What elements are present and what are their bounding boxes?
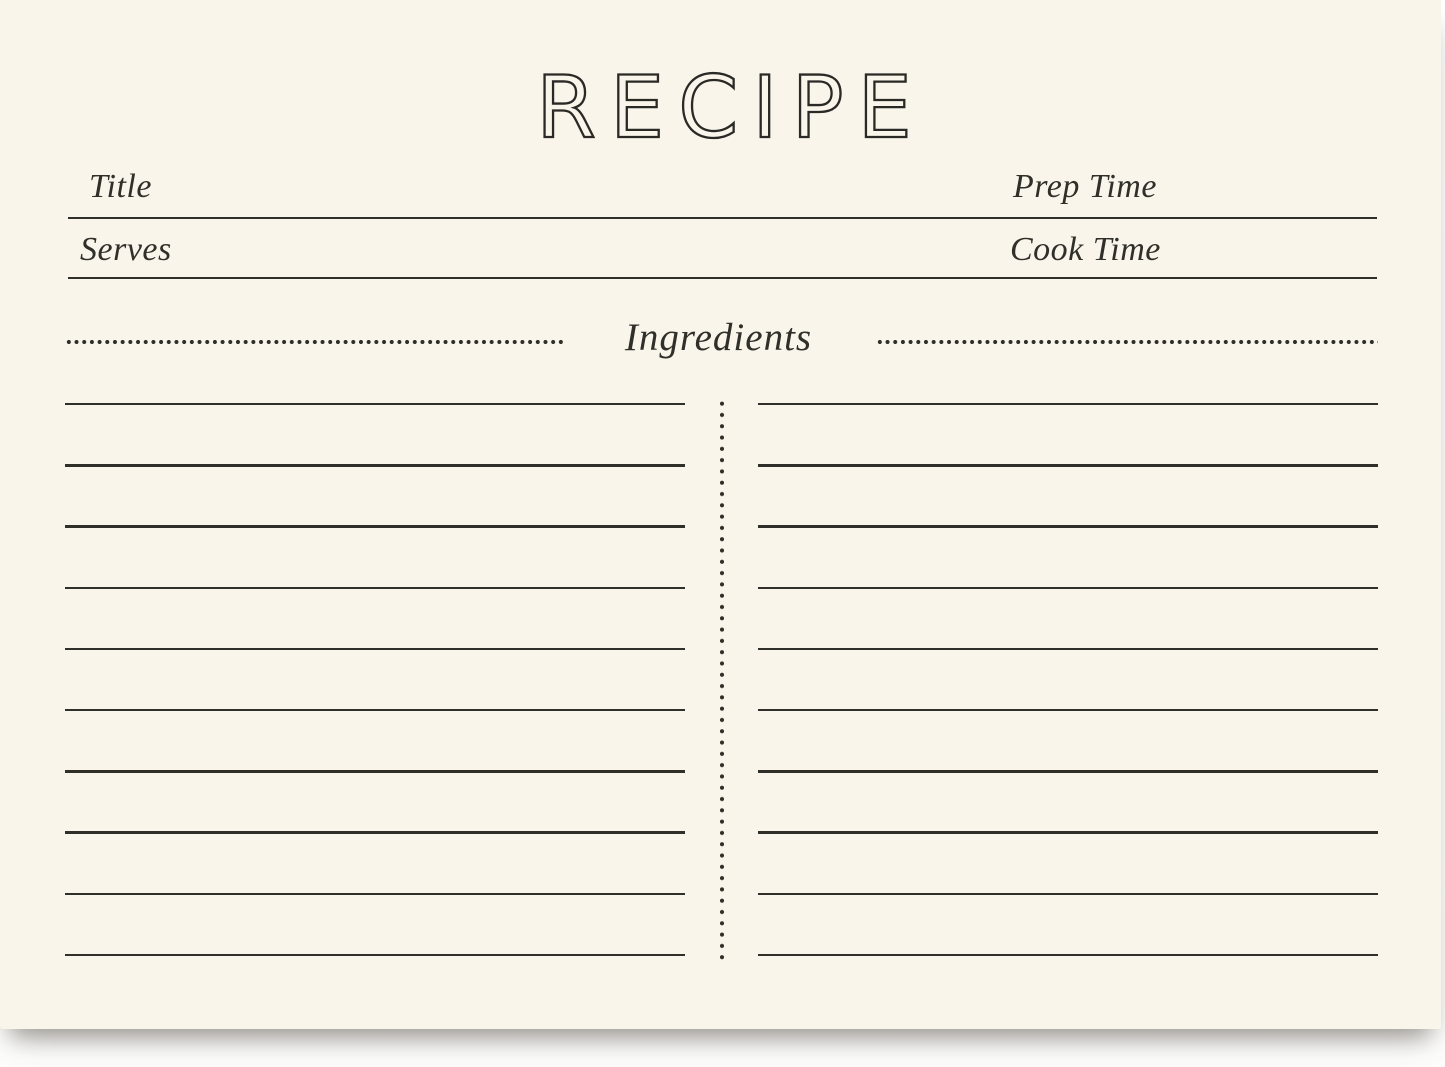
ingredient-rule-line — [758, 647, 1378, 651]
ingredient-rule-line — [65, 586, 685, 589]
ingredient-rule-line — [65, 953, 685, 957]
serves-field-label: Serves — [80, 231, 172, 268]
serves-cook-underline — [68, 277, 1377, 279]
ingredient-rule-line — [758, 525, 1378, 528]
ingredients-heading: Ingredients — [624, 316, 813, 359]
prep-time-field-label: Prep Time — [1013, 168, 1157, 205]
ingredient-rule-line — [65, 709, 685, 712]
title-prep-underline — [68, 217, 1377, 219]
ingredient-rule-line — [758, 770, 1378, 773]
ingredient-rule-line — [65, 770, 685, 773]
ingredients-column-divider — [719, 398, 725, 964]
recipe-title: RECIPE — [535, 57, 926, 159]
ingredient-rule-line — [65, 525, 685, 528]
ingredients-dotted-rule-right — [876, 339, 1378, 345]
ingredient-rule-line — [65, 647, 685, 651]
recipe-title-text: RECIPE — [536, 58, 926, 158]
recipe-card: RECIPE Title Prep Time Serves Cook Time … — [0, 0, 1441, 1029]
ingredient-rule-line — [65, 892, 685, 895]
ingredient-rule-line — [758, 403, 1378, 406]
ingredients-dotted-rule-left — [65, 339, 566, 345]
ingredient-rule-line — [758, 586, 1378, 589]
ingredient-rule-line — [65, 831, 685, 834]
cook-time-field-label: Cook Time — [1010, 231, 1161, 268]
ingredient-rule-line — [758, 953, 1378, 957]
ingredients-column-right — [758, 403, 1378, 965]
ingredient-rule-line — [65, 403, 685, 406]
ingredient-rule-line — [758, 892, 1378, 895]
ingredient-rule-line — [758, 709, 1378, 712]
title-field-label: Title — [89, 168, 152, 205]
ingredient-rule-line — [758, 831, 1378, 834]
ingredient-rule-line — [758, 464, 1378, 467]
ingredient-rule-line — [65, 464, 685, 467]
ingredients-column-left — [65, 403, 685, 965]
